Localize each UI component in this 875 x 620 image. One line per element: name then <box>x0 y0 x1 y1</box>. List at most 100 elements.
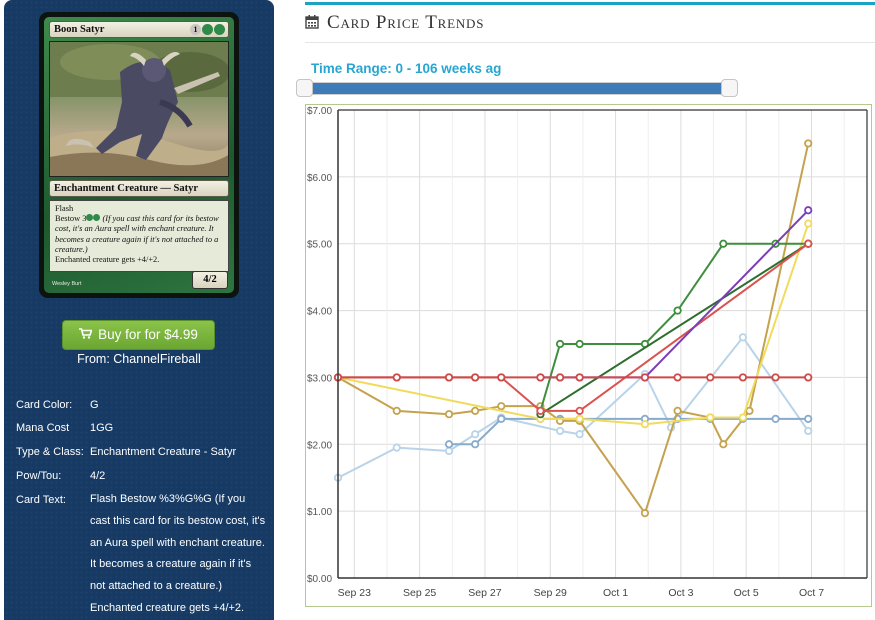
data-point[interactable] <box>575 406 584 415</box>
x-tick-label: Sep 25 <box>403 587 436 599</box>
data-point[interactable] <box>444 373 454 382</box>
data-point[interactable] <box>706 413 715 422</box>
data-point[interactable] <box>771 373 780 382</box>
card-title-bar: Boon Satyr 1 <box>49 21 229 38</box>
data-point[interactable] <box>640 509 650 518</box>
attr-value: Enchantment Creature - Satyr <box>90 446 237 458</box>
slider-handle-end[interactable] <box>721 79 738 97</box>
card-enchant-text: Enchanted creature gets +4/+2. <box>55 255 160 265</box>
x-tick-label: Sep 27 <box>468 587 501 599</box>
attr-value: 1GG <box>90 422 114 434</box>
series-line <box>337 143 810 515</box>
card-name: Boon Satyr <box>54 24 105 35</box>
card-bestow-text: Bestow 3 (If you cast this card for its … <box>55 214 223 255</box>
data-point[interactable] <box>536 406 545 415</box>
data-point[interactable] <box>471 440 480 449</box>
data-point[interactable] <box>738 373 748 382</box>
card-power-toughness: 4/2 <box>192 271 228 289</box>
data-point[interactable] <box>673 306 682 315</box>
data-point[interactable] <box>444 410 454 419</box>
page-title: Card Price Trends <box>305 12 484 35</box>
bestow-label: Bestow <box>55 214 81 224</box>
card-rules-text: Flash Bestow 3 (If you cast this card fo… <box>49 200 229 272</box>
data-point[interactable] <box>804 414 813 423</box>
data-point[interactable] <box>536 373 545 382</box>
time-range-slider-fill <box>304 83 729 94</box>
attr-label: Card Color: <box>16 399 73 411</box>
y-tick-label: $5.00 <box>307 240 332 251</box>
mana-symbol-green <box>86 214 94 222</box>
attr-label: Card Text: <box>16 494 66 506</box>
attr-label: Type & Class: <box>16 446 84 458</box>
data-point[interactable] <box>555 426 565 436</box>
data-point[interactable] <box>444 446 454 456</box>
card-detail-panel: Boon Satyr 1 <box>4 0 274 620</box>
chart-frame <box>305 104 872 607</box>
data-point[interactable] <box>555 339 565 349</box>
data-point[interactable] <box>804 373 813 382</box>
price-trend-chart: $0.00 $1.00 $2.00 $3.00 $4.00 $5.00 $6.00 $7.00… <box>307 106 868 599</box>
card-keyword: Flash <box>55 204 74 213</box>
vendor-text: From: ChannelFireball <box>77 352 201 366</box>
data-point[interactable] <box>804 219 813 228</box>
x-tick-label: Oct 7 <box>799 587 824 599</box>
data-point[interactable] <box>471 373 480 382</box>
data-point[interactable] <box>673 373 682 382</box>
data-point[interactable] <box>392 406 401 415</box>
data-point[interactable] <box>738 413 748 422</box>
x-tick-label: Sep 23 <box>338 587 371 599</box>
data-point[interactable] <box>575 339 584 349</box>
buy-button-label: Buy for for $4.99 <box>98 327 198 342</box>
data-point[interactable] <box>640 420 650 429</box>
x-tick-label: Sep 29 <box>534 587 567 599</box>
y-tick-label: $0.00 <box>307 574 332 585</box>
buy-button[interactable]: Buy for for $4.99 <box>62 320 215 350</box>
data-point[interactable] <box>771 414 780 423</box>
card-artist: Wesley Burt <box>52 281 82 287</box>
data-point[interactable] <box>719 239 728 248</box>
data-point[interactable] <box>706 373 715 382</box>
data-point[interactable] <box>471 406 480 415</box>
data-point[interactable] <box>392 443 401 452</box>
x-tick-label: Oct 5 <box>734 587 759 599</box>
y-tick-label: $4.00 <box>307 307 332 318</box>
y-tick-label: $2.00 <box>307 440 332 451</box>
attr-label: Mana Cost <box>16 422 70 434</box>
mana-symbol-generic: 1 <box>190 24 201 35</box>
data-point[interactable] <box>392 373 401 382</box>
card-frame: Boon Satyr 1 <box>44 17 234 293</box>
data-point[interactable] <box>575 414 584 423</box>
card-artwork <box>49 41 229 177</box>
title-divider <box>305 42 875 43</box>
series-line <box>449 417 809 446</box>
data-point[interactable] <box>673 406 682 415</box>
data-point[interactable] <box>640 373 650 382</box>
x-tick-label: Oct 3 <box>668 587 693 599</box>
accent-rule <box>305 2 875 5</box>
card-image: Boon Satyr 1 <box>39 12 239 298</box>
mana-symbol-green <box>214 24 225 35</box>
data-point[interactable] <box>804 239 813 248</box>
calendar-icon <box>305 13 319 35</box>
data-point[interactable] <box>738 333 748 342</box>
data-point[interactable] <box>575 373 584 382</box>
data-point[interactable] <box>719 440 728 449</box>
data-point[interactable] <box>471 430 480 439</box>
y-tick-label: $6.00 <box>307 173 332 184</box>
data-point[interactable] <box>444 440 454 449</box>
data-point[interactable] <box>575 430 584 439</box>
slider-handle-start[interactable] <box>296 79 313 97</box>
data-point[interactable] <box>497 402 506 411</box>
attr-value: Flash Bestow %3%G%G (If you cast this ca… <box>90 493 266 614</box>
data-point[interactable] <box>804 139 813 148</box>
y-tick-label: $3.00 <box>307 373 332 384</box>
x-tick-label: Oct 1 <box>603 587 628 599</box>
data-point[interactable] <box>497 414 506 423</box>
data-point[interactable] <box>804 426 813 436</box>
card-type-line: Enchantment Creature — Satyr <box>49 180 229 197</box>
data-point[interactable] <box>497 373 506 382</box>
data-point[interactable] <box>745 406 754 415</box>
data-point[interactable] <box>804 206 813 215</box>
mana-symbol-green <box>202 24 213 35</box>
data-point[interactable] <box>555 373 565 382</box>
